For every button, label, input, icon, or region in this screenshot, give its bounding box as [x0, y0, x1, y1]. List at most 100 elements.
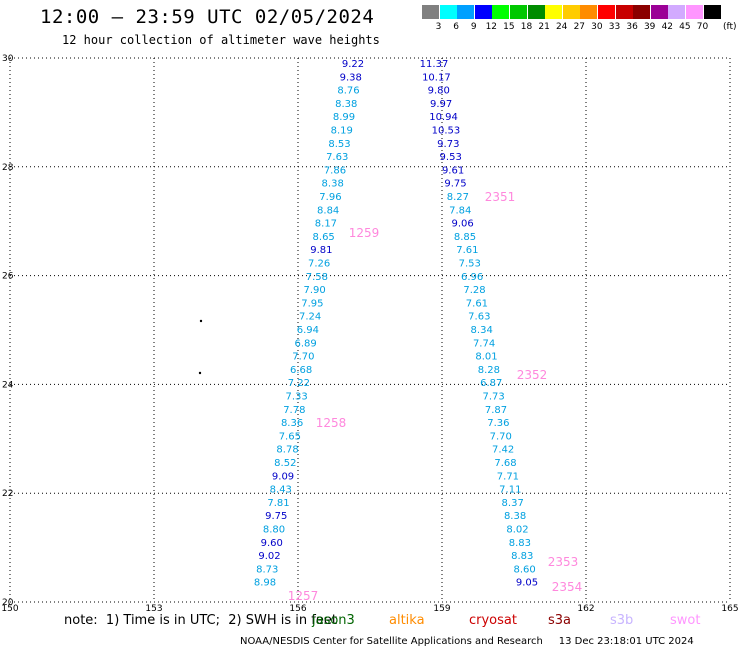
legend-label: 18	[520, 22, 533, 32]
wave-height-value: 9.53	[440, 152, 462, 163]
legend-unit: (ft)	[723, 22, 737, 32]
legend-label: 3	[435, 22, 442, 32]
wave-height-value: 8.83	[509, 538, 531, 549]
wave-height-value: 9.81	[310, 245, 332, 256]
wave-height-value: 7.95	[301, 298, 323, 309]
wave-height-value: 9.97	[430, 99, 452, 110]
wave-height-value: 8.98	[254, 578, 276, 589]
legend-label: 36	[626, 22, 638, 32]
wave-height-value: 8.17	[315, 219, 337, 230]
legend-label: 21	[538, 22, 550, 32]
legend-swatch	[615, 5, 633, 19]
legend-label: 33	[608, 22, 621, 32]
legend-swatch	[545, 5, 563, 19]
wave-height-value: 7.70	[292, 352, 314, 363]
wave-height-value: 10.17	[422, 72, 451, 83]
wave-height-value: 10.53	[432, 126, 461, 137]
wave-height-value: 8.38	[504, 511, 526, 522]
pass-label: 2352	[517, 368, 548, 382]
wave-height-value: 8.27	[447, 192, 469, 203]
legend-swatch	[439, 5, 457, 19]
wave-height-value: 8.85	[454, 232, 476, 243]
lon-tick-label: 150	[1, 604, 18, 614]
wave-height-value: 7.71	[497, 471, 519, 482]
pass-label: 2351	[485, 190, 516, 204]
map-subtitle: 12 hour collection of altimeter wave hei…	[62, 33, 380, 47]
footer-note: note: 1) Time is in UTC; 2) SWH is in fe…	[64, 613, 337, 628]
wave-height-value: 7.68	[494, 458, 516, 469]
wave-height-value: 8.38	[335, 99, 357, 110]
wave-height-value: 7.61	[456, 245, 478, 256]
legend-label: 9	[470, 22, 477, 32]
wave-height-value: 6.68	[290, 365, 312, 376]
legend-label: 6	[453, 22, 459, 32]
satellite-label: s3a	[548, 613, 572, 628]
satellite-label: cryosat	[469, 613, 517, 628]
wave-height-value: 8.43	[270, 485, 292, 496]
wave-height-value: 7.78	[283, 405, 305, 416]
legend-swatch	[510, 5, 527, 19]
pass-label: 1257	[288, 589, 319, 603]
lon-tick-label: 162	[577, 604, 594, 614]
wave-height-value: 10.94	[429, 112, 458, 123]
wave-height-value: 7.74	[473, 338, 495, 349]
lon-tick-label: 159	[433, 604, 450, 614]
satellite-label: jason3	[312, 613, 355, 628]
wave-height-value: 8.78	[276, 445, 298, 456]
island-marker	[198, 371, 202, 375]
wave-height-value: 6.87	[480, 378, 502, 389]
wave-height-value: 9.60	[261, 538, 283, 549]
satellite-label: s3b	[610, 613, 634, 628]
wave-height-value: 7.96	[319, 192, 341, 203]
wave-height-value: 7.65	[279, 431, 301, 442]
wave-height-value: 7.86	[324, 165, 346, 176]
wave-height-value: 6.89	[294, 338, 316, 349]
wave-height-value: 7.53	[459, 259, 481, 270]
lat-tick-label: 26	[2, 272, 14, 282]
wave-height-value: 7.11	[499, 485, 521, 496]
satellite-label: altika	[389, 613, 425, 628]
wave-height-value: 7.87	[485, 405, 507, 416]
lat-tick-label: 30	[2, 54, 14, 64]
lon-tick-label: 156	[289, 604, 306, 614]
wave-height-value: 9.75	[444, 179, 466, 190]
wave-height-value: 7.42	[492, 445, 514, 456]
wave-height-value: 7.26	[308, 259, 330, 270]
legend-swatch	[686, 5, 703, 19]
pass-label: 1259	[349, 226, 380, 240]
wave-height-value: 9.73	[437, 139, 459, 150]
wave-height-value: 9.02	[258, 551, 280, 562]
wave-height-value: 7.63	[326, 152, 348, 163]
legend-swatch	[527, 5, 545, 19]
legend-label: 70	[696, 22, 709, 32]
wave-height-value: 8.65	[313, 232, 335, 243]
wave-height-value: 7.22	[288, 378, 310, 389]
wave-height-value: 8.19	[331, 126, 353, 137]
wave-height-value: 7.33	[285, 392, 307, 403]
wave-height-value: 8.52	[274, 458, 296, 469]
legend-swatch	[703, 5, 721, 19]
wave-height-value: 8.80	[263, 525, 285, 536]
wave-height-value: 8.34	[471, 325, 493, 336]
credit-line: NOAA/NESDIS Center for Satellite Applica…	[240, 636, 694, 647]
lon-tick-label: 153	[145, 604, 162, 614]
legend-swatch	[580, 5, 598, 19]
map-title: 12:00 – 23:59 UTC 02/05/2024	[40, 6, 375, 28]
wave-height-value: 7.63	[468, 312, 490, 323]
wave-height-value: 7.28	[463, 285, 485, 296]
wave-height-value: 9.38	[340, 72, 362, 83]
wave-height-value: 6.94	[297, 325, 319, 336]
wave-height-value: 9.05	[516, 578, 538, 589]
wave-height-value: 7.84	[449, 205, 471, 216]
wave-height-value: 7.61	[466, 298, 488, 309]
wave-height-value: 7.58	[306, 272, 328, 283]
wave-height-value: 9.75	[265, 511, 287, 522]
wave-height-value: 9.06	[451, 219, 473, 230]
wave-height-value: 8.73	[256, 564, 278, 575]
legend-swatch	[422, 5, 439, 19]
wave-height-value: 9.61	[442, 165, 464, 176]
legend-swatch	[598, 5, 615, 19]
legend-swatch	[562, 5, 580, 19]
legend-swatch	[492, 5, 510, 19]
